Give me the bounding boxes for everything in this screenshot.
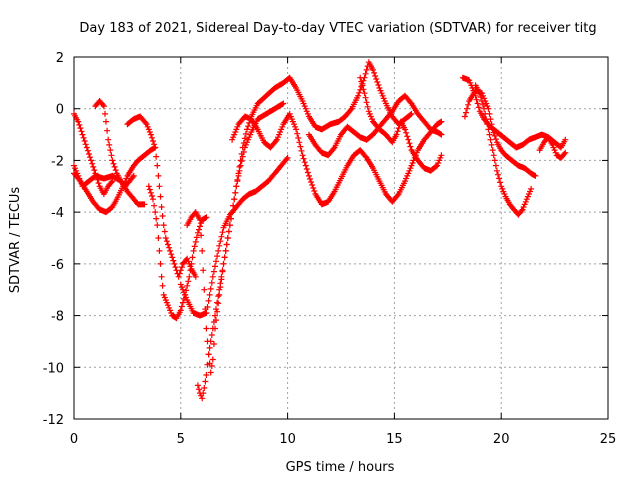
plus-markers: [124, 113, 199, 280]
plus-markers: [71, 144, 159, 216]
plot-frame: [73, 56, 609, 420]
y-tick-label: -6: [51, 258, 64, 273]
plus-markers: [357, 74, 445, 174]
y-tick-label: 2: [56, 51, 64, 66]
series-trace-7: [177, 154, 291, 319]
plus-markers: [306, 92, 445, 159]
series-trace-3: [71, 110, 116, 197]
series-trace-10: [229, 110, 445, 208]
axis-ticks: 0 5 10 15 20 25 -12 -10 -8 -6 -4 -2 0 2: [43, 51, 617, 447]
plus-markers: [92, 98, 137, 190]
plus-markers: [536, 134, 569, 161]
plus-markers: [145, 183, 210, 322]
series-trace-11: [306, 92, 445, 159]
y-tick-label: -8: [51, 310, 64, 325]
y-tick-label: 0: [56, 103, 64, 118]
x-tick-label: 10: [279, 432, 296, 447]
x-tick-label: 5: [177, 432, 185, 447]
plus-markers: [472, 82, 535, 218]
series-trace-15: [472, 82, 535, 218]
chart-title: Day 183 of 2021, Sidereal Day-to-day VTE…: [79, 21, 596, 36]
series-trace-4: [92, 98, 137, 190]
plus-markers: [229, 110, 445, 208]
y-tick-label: -4: [51, 206, 64, 221]
series-trace-9: [194, 59, 415, 402]
plus-markers: [71, 110, 116, 197]
plus-markers: [177, 154, 291, 319]
y-tick-label: -10: [43, 361, 64, 376]
x-tick-label: 0: [70, 432, 78, 447]
x-tick-label: 15: [386, 432, 403, 447]
series-trace-2: [71, 144, 159, 216]
series-trace-16: [536, 134, 569, 161]
plus-markers: [194, 59, 415, 402]
x-tick-label: 25: [600, 432, 617, 447]
y-tick-label: -2: [51, 154, 64, 169]
x-axis-label: GPS time / hours: [286, 460, 395, 475]
data-series: [71, 59, 569, 402]
x-tick-label: 20: [493, 432, 510, 447]
series-trace-6: [145, 183, 210, 322]
series-trace-5: [124, 113, 199, 280]
series-trace-12: [357, 74, 445, 174]
y-tick-label: -12: [43, 413, 64, 428]
y-axis-label: SDTVAR / TECUs: [8, 187, 23, 294]
grid: [74, 57, 608, 419]
